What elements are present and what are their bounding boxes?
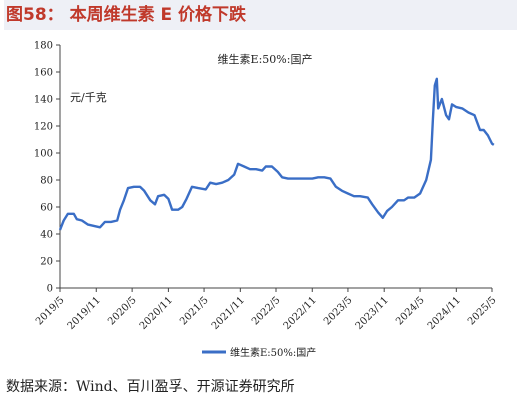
y-tick-label: 40 xyxy=(40,230,53,241)
x-tick-label: 2022/5 xyxy=(250,295,283,328)
chart-title: 维生素E:50%:国产 xyxy=(218,52,313,66)
x-tick-label: 2023/11 xyxy=(354,295,391,332)
y-tick-label: 20 xyxy=(40,257,53,268)
y-tick-label: 0 xyxy=(47,284,53,295)
x-tick-label: 2022/11 xyxy=(282,295,319,332)
figure-title: 图58： 本周维生素 E 价格下跌 xyxy=(4,0,517,30)
y-tick-label: 120 xyxy=(34,122,53,133)
x-tick-label: 2019/5 xyxy=(34,295,67,328)
x-tick-label: 2019/11 xyxy=(66,295,103,332)
x-tick-label: 2021/11 xyxy=(210,295,247,332)
series-layer xyxy=(58,77,495,231)
x-tick-label: 2020/11 xyxy=(138,295,175,332)
y-tick-label: 80 xyxy=(40,176,53,187)
y-tick-label: 160 xyxy=(34,68,53,79)
chart-unit-label: 元/千克 xyxy=(70,91,107,104)
x-tick-label: 2020/5 xyxy=(106,295,139,328)
x-tick-label: 2025/5 xyxy=(466,295,499,328)
x-tick-label: 2023/5 xyxy=(322,295,355,328)
series-line-0 xyxy=(58,77,495,231)
x-tick-label: 2021/5 xyxy=(178,295,211,328)
x-tick-label: 2024/5 xyxy=(394,295,427,328)
y-tick-label: 180 xyxy=(34,41,53,52)
y-tick-label: 60 xyxy=(40,203,53,214)
x-tick-label: 2024/11 xyxy=(426,295,463,332)
y-tick-label: 100 xyxy=(34,149,53,160)
legend-label: 维生素E:50%:国产 xyxy=(230,346,316,359)
legend: 维生素E:50%:国产 xyxy=(202,346,316,359)
figure-source: 数据来源：Wind、百川盈孚、开源证券研究所 xyxy=(6,379,295,395)
y-tick-label: 140 xyxy=(34,95,53,106)
